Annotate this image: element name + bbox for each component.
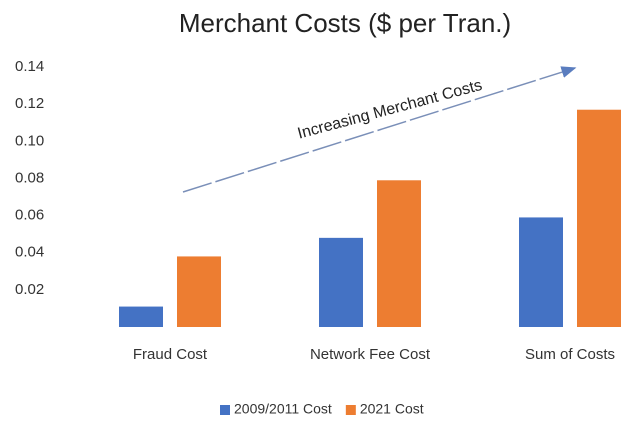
y-tick-label: 0.02 <box>15 281 44 298</box>
x-tick-label: Network Fee Cost <box>310 346 431 363</box>
y-tick-label: 0.12 <box>15 95 44 112</box>
annotation: Increasing Merchant Costs <box>296 77 484 143</box>
y-tick-label: 0.14 <box>15 58 44 75</box>
y-tick-label: 0.04 <box>15 244 44 261</box>
legend-swatch <box>220 405 230 415</box>
legend-label: 2009/2011 Cost <box>234 401 332 417</box>
bar <box>319 237 363 327</box>
legend-label: 2021 Cost <box>360 401 424 417</box>
y-tick-label: 0.10 <box>15 132 44 149</box>
x-tick-label: Fraud Cost <box>133 346 208 363</box>
bar <box>177 256 221 327</box>
y-tick-label: 0.06 <box>15 207 44 224</box>
bar <box>519 217 563 327</box>
trend-arrow <box>182 66 577 193</box>
bar <box>119 306 163 327</box>
bar <box>577 109 621 327</box>
x-tick-label: Sum of Costs <box>525 346 615 363</box>
legend-swatch <box>345 405 356 415</box>
bar <box>377 180 421 327</box>
y-tick-label: 0.08 <box>15 169 44 186</box>
chart-title: Merchant Costs ($ per Tran.) <box>179 8 511 38</box>
